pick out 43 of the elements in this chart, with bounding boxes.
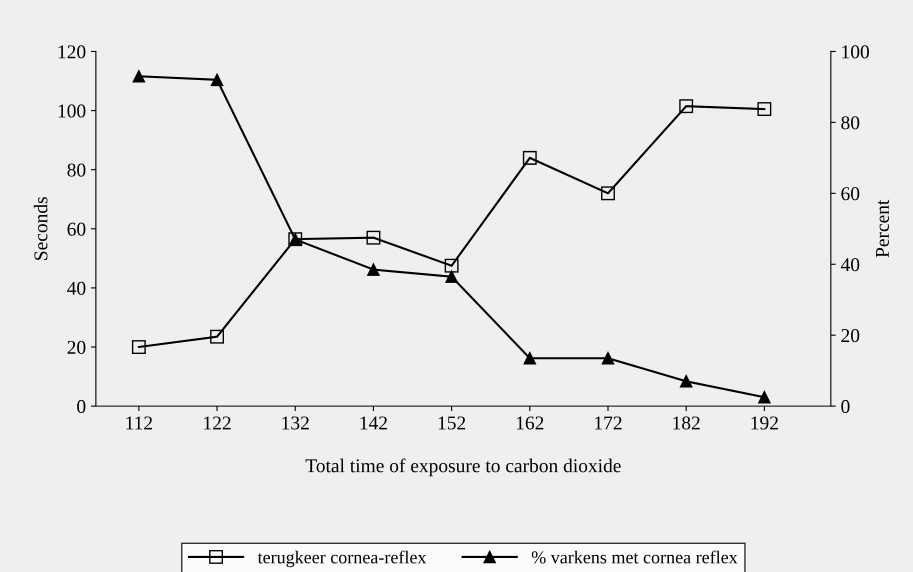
legend-label: terugkeer cornea-reflex (258, 550, 426, 568)
point (132, 70, 146, 83)
point (601, 186, 615, 200)
point (680, 375, 692, 388)
y2-tick-label: 80 (841, 116, 860, 130)
y-tick-label: 0 (77, 400, 86, 414)
x-tick-label: 122 (204, 416, 231, 430)
y2-tick-label: 20 (841, 329, 860, 342)
y-tick-label: 20 (68, 340, 86, 354)
x-tick-label: 182 (673, 416, 700, 430)
y2-tick-label: 60 (841, 187, 860, 200)
point (679, 99, 694, 114)
point (757, 102, 772, 116)
point (210, 330, 224, 344)
y2-axis-title: Percent (876, 200, 889, 258)
x-tick-label: 142 (360, 416, 387, 430)
point (758, 391, 771, 404)
y-tick-label: 100 (58, 104, 86, 118)
point (522, 150, 537, 165)
y-tick-label: 40 (67, 282, 86, 295)
point (524, 352, 536, 364)
x-tick-label: 132 (282, 416, 309, 430)
point (132, 340, 146, 354)
y2-tick-label: 40 (840, 258, 860, 272)
point (367, 263, 380, 276)
x-axis-title: Total time of exposure to carbon dioxide (306, 458, 621, 476)
point (366, 230, 380, 245)
x-tick-label: 192 (752, 416, 778, 430)
x-tick-label: 112 (126, 416, 152, 430)
y-tick-label: 80 (67, 164, 86, 177)
x-tick-label: 172 (595, 416, 622, 430)
y2-tick-label: 0 (841, 400, 850, 414)
point (445, 270, 458, 283)
y2-tick-label: 100 (842, 45, 869, 58)
point (210, 74, 224, 86)
x-tick-label: 162 (516, 416, 544, 430)
point (602, 352, 614, 364)
x-tick-label: 152 (438, 416, 466, 430)
y-axis-title: Seconds (34, 197, 48, 260)
legend-label: % varkens met cornea reflex (532, 550, 738, 564)
y-tick-label: 120 (58, 45, 86, 58)
y-tick-label: 60 (68, 222, 86, 236)
point (444, 258, 459, 273)
